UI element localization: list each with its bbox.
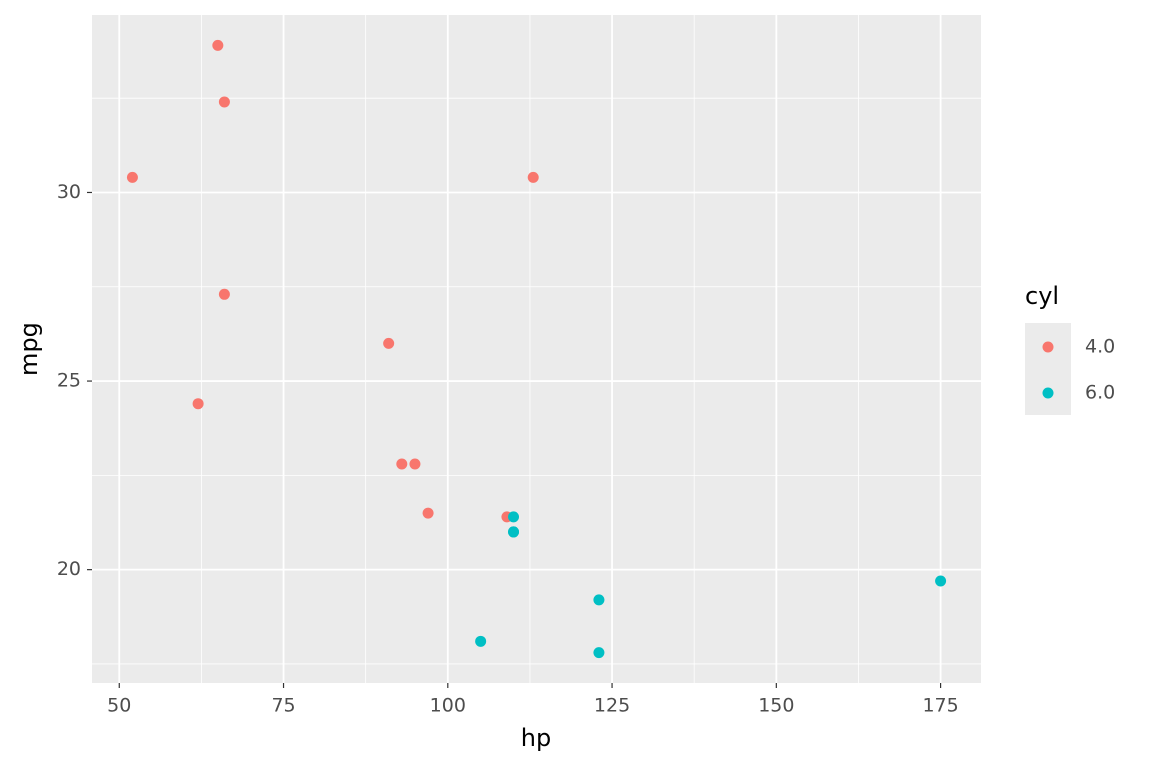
legend-key [1042,387,1054,399]
point [508,511,520,523]
point [396,458,408,470]
point [409,458,421,470]
point [475,635,487,647]
legend-title: cyl [1025,282,1059,310]
y-tick-label: 25 [57,370,81,392]
x-tick-label: 125 [594,695,630,717]
point [935,575,947,587]
x-tick-label: 50 [107,695,131,717]
point [212,39,224,51]
point [422,507,434,519]
x-axis-title: hp [521,724,551,752]
point [192,398,204,410]
x-tick-label: 75 [271,695,295,717]
legend-label: 4.0 [1085,336,1115,358]
point [218,288,230,300]
point [508,526,520,538]
x-tick-label: 150 [758,695,794,717]
x-tick-label: 175 [922,695,958,717]
point [527,171,539,183]
point [383,337,395,349]
point [593,594,605,606]
y-tick-label: 20 [57,558,81,580]
y-axis-title: mpg [15,322,43,376]
panel [92,15,981,683]
legend-label: 6.0 [1085,382,1115,404]
x-tick-label: 100 [430,695,466,717]
legend-key [1042,341,1054,353]
legend-key-background [1025,323,1071,415]
y-tick-label: 30 [57,181,81,203]
point [218,96,230,108]
point [126,171,138,183]
point [593,647,605,659]
